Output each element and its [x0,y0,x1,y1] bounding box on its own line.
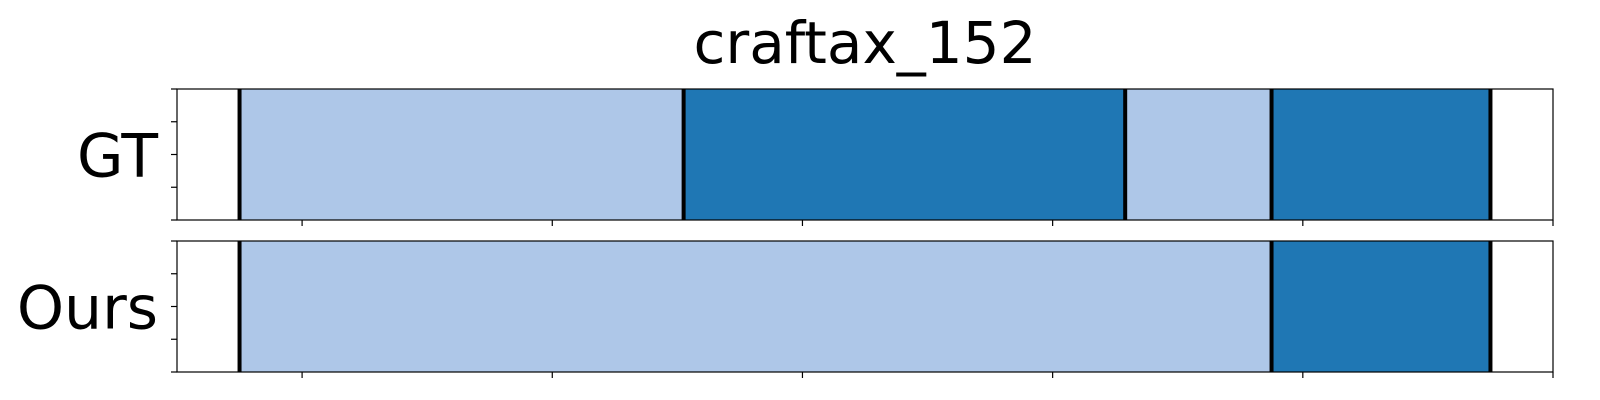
row-label: GT [77,122,158,192]
segment-bar [683,89,1126,220]
row-panel-gt: GT [77,88,1554,226]
row-panel-ours: Ours [17,240,1554,378]
segment-bar [239,89,684,220]
chart-title: craftax_152 [694,9,1037,77]
row-label: Ours [17,274,158,344]
segment-bar [239,241,1272,372]
segment-bar [1271,241,1491,372]
segment-bar [1271,89,1491,220]
segment-bar [1125,89,1272,220]
